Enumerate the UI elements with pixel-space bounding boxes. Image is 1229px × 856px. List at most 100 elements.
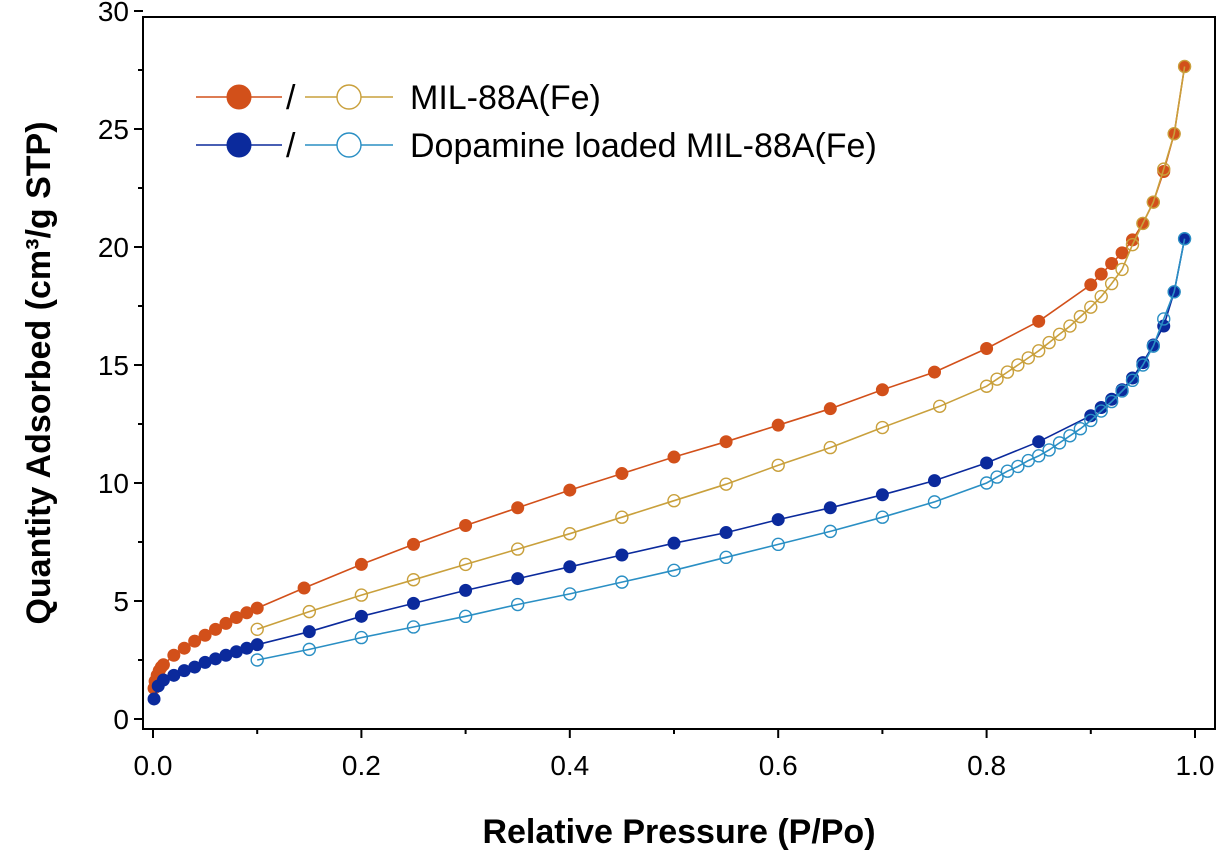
data-point-filled — [407, 537, 420, 551]
data-point-open — [354, 630, 369, 645]
series-adsorption-2 — [147, 232, 1192, 706]
data-point-filled — [615, 548, 629, 562]
data-point-filled — [250, 638, 264, 652]
data-point-open — [990, 372, 1004, 386]
data-point-open — [615, 575, 629, 589]
data-point-open — [1125, 373, 1140, 388]
y-tick-label: 5 — [113, 586, 129, 617]
data-point-open — [1000, 365, 1015, 379]
legend-separator: / — [286, 79, 296, 117]
data-point-filled — [1094, 267, 1108, 281]
x-tick-label: 0.4 — [550, 750, 589, 781]
x-tick-label: 0.0 — [134, 750, 173, 781]
data-point-filled — [407, 596, 420, 610]
data-point-filled — [928, 474, 941, 488]
data-point-open — [1021, 351, 1035, 365]
data-point-open — [719, 550, 733, 565]
data-point-open — [1146, 195, 1161, 209]
data-point-filled — [719, 526, 733, 540]
data-point-open — [406, 573, 421, 587]
x-tick-label: 0.8 — [967, 750, 1006, 781]
data-point-open — [563, 587, 577, 601]
data-point-open — [719, 477, 733, 491]
data-point-filled — [875, 488, 889, 502]
y-tick-label: 10 — [98, 468, 129, 499]
data-point-open — [990, 470, 1004, 484]
data-point-open — [1136, 358, 1150, 372]
legend-marker-open — [336, 132, 362, 158]
legend-label: Dopamine loaded MIL-88A(Fe) — [410, 127, 877, 165]
x-axis: 0.0 0.2 0.4 0.6 0.8 1.0 — [134, 729, 1215, 781]
legend-marker-filled — [226, 132, 252, 158]
data-point-open — [1157, 312, 1171, 326]
y-tick-label: 30 — [98, 0, 129, 27]
data-point-filled — [459, 583, 473, 597]
x-axis-title: Relative Pressure (P/Po) — [482, 813, 875, 851]
data-point-filled — [1032, 435, 1046, 449]
data-point-filled — [354, 609, 368, 623]
data-point-filled — [250, 601, 264, 615]
data-point-filled — [771, 513, 785, 527]
data-point-filled — [667, 450, 681, 464]
data-point-filled — [980, 341, 994, 355]
data-point-filled — [928, 365, 941, 379]
data-point-open — [1094, 404, 1108, 418]
legend-marker-open — [336, 84, 362, 110]
data-point-open — [563, 527, 577, 541]
data-point-open — [511, 542, 525, 556]
data-point-open — [1167, 285, 1181, 299]
data-point-open — [1011, 459, 1025, 474]
data-point-open — [1136, 216, 1150, 231]
data-point-open — [667, 494, 681, 508]
data-point-filled — [1115, 246, 1129, 260]
data-point-filled — [177, 641, 191, 655]
data-point-filled — [615, 467, 629, 481]
data-point-filled — [156, 658, 170, 672]
data-point-filled — [459, 518, 473, 532]
data-point-open — [615, 510, 629, 524]
y-tick-label: 15 — [98, 350, 129, 381]
data-point-open — [933, 399, 947, 413]
data-point-open — [823, 440, 837, 455]
data-point-filled — [1094, 400, 1108, 414]
y-tick-label: 25 — [98, 114, 129, 145]
x-tick-label: 1.0 — [1176, 750, 1215, 781]
data-point-open — [927, 495, 942, 509]
series-desorption-1 — [250, 59, 1192, 637]
data-point-open — [979, 379, 994, 393]
data-point-open — [667, 563, 681, 578]
data-point-filled — [771, 418, 785, 432]
data-point-open — [1052, 436, 1067, 450]
data-point-open — [302, 642, 316, 657]
data-point-open — [823, 524, 837, 539]
data-point-open — [1167, 127, 1181, 141]
data-point-open — [1146, 339, 1161, 353]
data-point-filled — [354, 557, 368, 571]
data-point-filled — [209, 622, 223, 636]
y-axis: 0 5 10 15 20 25 30 — [98, 0, 143, 735]
data-point-filled — [302, 625, 316, 639]
data-point-open — [1177, 232, 1192, 246]
data-point-open — [458, 609, 473, 624]
data-point-filled — [823, 501, 837, 515]
data-point-filled — [219, 616, 233, 630]
data-point-filled — [511, 572, 525, 586]
data-point-open — [250, 653, 264, 667]
legend: / MIL-88A(Fe) / Dopamine loaded MIL-88A(Fe) — [196, 79, 877, 165]
data-point-open — [1157, 162, 1171, 176]
data-point-filled — [875, 383, 889, 397]
y-tick-label: 0 — [113, 704, 129, 735]
data-point-open — [1042, 443, 1056, 457]
data-point-open — [1063, 429, 1077, 443]
data-point-filled — [1032, 314, 1046, 328]
data-point-open — [1094, 289, 1108, 304]
data-point-open — [1073, 422, 1088, 436]
data-point-filled — [147, 692, 161, 706]
x-tick-label: 0.6 — [759, 750, 798, 781]
data-point-open — [1084, 413, 1098, 428]
data-point-open — [406, 620, 421, 634]
data-point-open — [1115, 262, 1129, 277]
data-point-open — [302, 604, 316, 619]
data-point-open — [1125, 237, 1140, 252]
data-point-open — [458, 557, 473, 572]
